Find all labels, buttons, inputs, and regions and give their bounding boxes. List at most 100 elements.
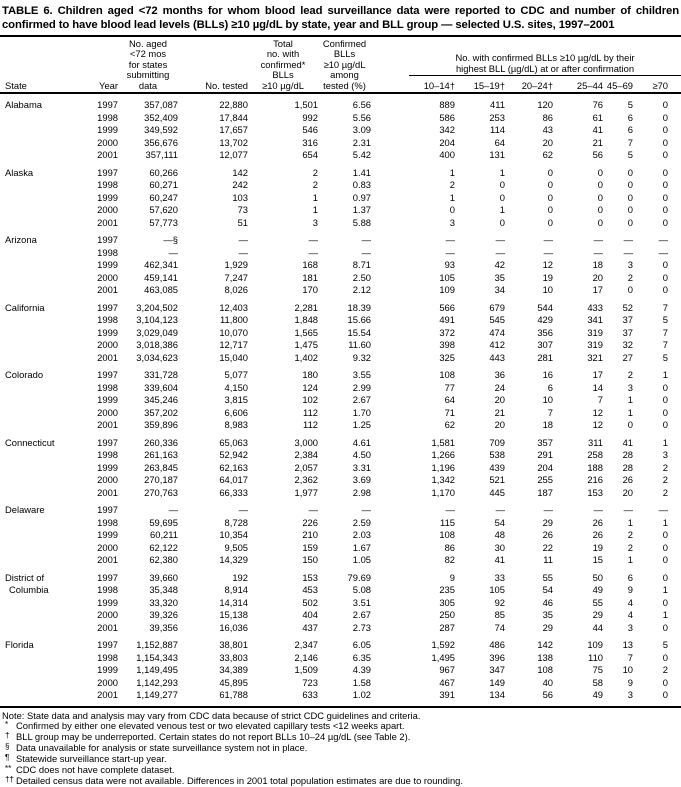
value-cell: 1: [662, 436, 669, 448]
value-cell: 75: [592, 664, 603, 676]
value-cell: 187: [537, 486, 553, 498]
value-cell: 1,495: [431, 651, 455, 663]
value-cell: 967: [439, 664, 455, 676]
value-cell: 502: [302, 596, 318, 608]
value-cell: 181: [302, 271, 318, 283]
value-cell: 260,336: [144, 436, 178, 448]
year-cell: 2000: [97, 474, 118, 486]
value-cell: 92: [494, 596, 505, 608]
year-cell: 2001: [97, 351, 118, 363]
value-cell: —: [308, 504, 318, 516]
value-cell: 459,141: [144, 271, 178, 283]
col-header-bll-15-19: 15–19†: [455, 76, 505, 95]
value-cell: 2: [312, 166, 318, 178]
value-cell: 153: [302, 571, 318, 583]
value-cell: 2.73: [352, 621, 371, 633]
value-cell: —: [168, 504, 178, 516]
year-cell: 1997: [97, 99, 118, 111]
value-cell: 0: [597, 166, 603, 178]
state-name: Arizona: [5, 234, 37, 246]
value-cell: 709: [489, 436, 505, 448]
value-cell: 26: [592, 529, 603, 541]
year-cell: 1998: [97, 314, 118, 326]
state-name: [0, 192, 88, 205]
table-row: 1998 352,409 17,844 992 5.56 586 253 86 61 6 0: [0, 112, 681, 125]
year-cell: 1999: [97, 259, 118, 271]
value-cell: 20: [622, 486, 633, 498]
value-cell: 261,163: [144, 449, 178, 461]
year-cell: 1997: [97, 639, 118, 651]
value-cell: 3: [627, 689, 633, 701]
value-cell: 170: [302, 284, 318, 296]
value-cell: —: [623, 504, 633, 516]
value-cell: 679: [489, 301, 505, 313]
table-row: 1998 — — — — — — — — — —: [0, 247, 681, 260]
value-cell: 1.58: [352, 676, 371, 688]
state-name: [0, 149, 88, 162]
table-row: Arizona 1997 —§ — — — — — — — — —: [0, 229, 681, 247]
value-cell: 0: [662, 271, 669, 283]
value-cell: —: [593, 246, 603, 258]
value-cell: 55: [542, 571, 553, 583]
value-cell: 2.12: [352, 284, 371, 296]
header-line: submitting: [126, 69, 170, 81]
value-cell: 73: [237, 204, 248, 216]
value-cell: 15,040: [219, 351, 248, 363]
state-name: [0, 217, 88, 230]
value-cell: 0: [662, 651, 669, 663]
value-cell: 4: [627, 609, 633, 621]
value-cell: 342: [439, 124, 455, 136]
value-cell: 357: [537, 436, 553, 448]
value-cell: 48: [494, 529, 505, 541]
value-cell: 38,801: [219, 639, 248, 651]
state-name: [0, 664, 88, 677]
value-cell: 33,320: [149, 596, 178, 608]
value-cell: 7: [547, 406, 553, 418]
value-cell: 1.05: [352, 554, 371, 566]
value-cell: 0: [662, 124, 669, 136]
value-cell: 34: [494, 284, 505, 296]
value-cell: 433: [587, 301, 603, 313]
value-cell: 86: [444, 541, 455, 553]
footnote-text: BLL group may be underreported. Certain …: [16, 731, 411, 743]
value-cell: 325: [439, 351, 455, 363]
year-cell: 2001: [97, 486, 118, 498]
value-cell: 242: [232, 179, 248, 191]
value-cell: —: [238, 234, 248, 246]
table-row: 2000 3,018,386 12,717 1,475 11.60 398 412 307 31…: [0, 339, 681, 352]
value-cell: 3,815: [224, 394, 248, 406]
value-cell: 134: [489, 689, 505, 701]
year-cell: 2000: [97, 609, 118, 621]
state-name: [0, 112, 88, 125]
state-name: [0, 272, 88, 285]
value-cell: 0.83: [352, 179, 371, 191]
value-cell: 270,763: [144, 486, 178, 498]
value-cell: 41: [622, 436, 633, 448]
value-cell: 545: [489, 314, 505, 326]
value-cell: 20: [542, 136, 553, 148]
value-cell: 3,018,386: [136, 339, 178, 351]
table-row: 2001 39,356 16,036 437 2.73 287 74 29 44 3 0: [0, 622, 681, 635]
table-title-line1: TABLE 6. Children aged <72 months for wh…: [2, 5, 679, 17]
value-cell: 0: [662, 284, 669, 296]
value-cell: 0: [662, 419, 669, 431]
value-cell: 11.60: [348, 339, 371, 351]
value-cell: 2,146: [294, 651, 318, 663]
value-cell: 357,111: [145, 149, 179, 161]
state-name: [0, 689, 88, 707]
value-cell: 0: [662, 541, 669, 553]
header-line: No. with confirmed BLLs ≥10 µg/dL by the…: [455, 52, 635, 64]
value-cell: 64: [494, 136, 505, 148]
value-cell: 60,247: [149, 191, 178, 203]
state-name: California: [5, 301, 45, 313]
value-cell: 0: [662, 621, 669, 633]
value-cell: 22: [542, 541, 553, 553]
value-cell: —: [445, 234, 455, 246]
table-row: 1998 261,163 52,942 2,384 4.50 1,266 538 291 258…: [0, 449, 681, 462]
header-line: no. with: [266, 48, 300, 60]
value-cell: 2.31: [352, 136, 371, 148]
value-cell: —: [238, 504, 248, 516]
value-cell: 1: [449, 191, 455, 203]
year-cell: 1999: [97, 664, 118, 676]
value-cell: 3,104,123: [136, 314, 178, 326]
